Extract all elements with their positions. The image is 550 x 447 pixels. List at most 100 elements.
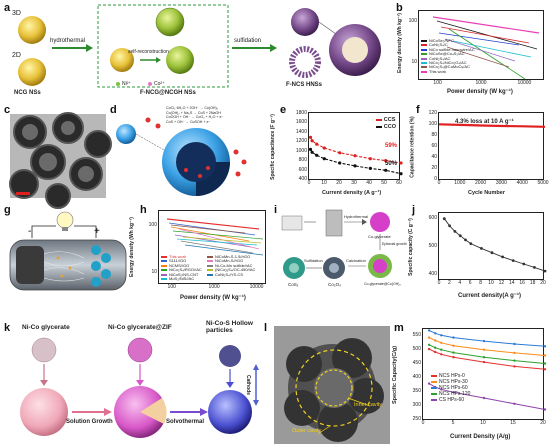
data-point [482,360,486,364]
panel-b-xlabel: Power density (W kg⁻¹) [447,89,513,95]
data-point [434,346,437,349]
x-tick: 8 [479,280,482,286]
data-point [482,356,486,359]
x-tick: 15 [510,420,516,426]
data-point [338,151,342,155]
panel-l-label: l [264,322,268,334]
data-point [469,242,473,245]
panel-e-plot-area: 400 600 800 1000 1200 1400 1600 1800 0 1… [296,110,403,186]
data-point [315,153,319,157]
fncs-hns-shell-top [291,8,319,36]
data-point [513,342,516,346]
legend-item: NCS HPs-120 [431,391,470,397]
y-tick: 10 [151,269,157,276]
legend-item: (NiCo)₃S₄/OC-450//AC [207,268,255,272]
panel-h-plot-area: 10 100 100 1000 10000 This work S111//GO… [149,210,266,290]
y-tick: 80 [431,131,437,138]
panel-h-ylabel: Energy density (Wh kg⁻¹) [128,217,135,277]
hollow-particle-sphere [208,390,252,434]
panel-e: e 400 600 800 1000 1200 1400 1600 1800 0… [270,104,408,200]
data-point [427,336,431,339]
series-line [428,348,546,370]
data-point [480,247,483,250]
data-point [452,336,455,339]
hollow-sphere-diagram [116,117,247,196]
glycerate-sphere [20,388,68,436]
x-tick: 10 [488,280,494,286]
panel-h-legend-right: NiCoMn-S-1.5//rGO NiCoMn-S//rGO Ni-Co-Mn… [207,254,255,277]
data-point [543,354,547,357]
data-point [490,251,494,255]
y-tick: 800 [298,157,307,164]
panel-i-label: i [274,204,278,216]
x-tick: 1000 [454,180,466,186]
y-tick: 450 [412,359,421,366]
data-point [434,350,437,354]
outer-cavity-ring [295,349,373,427]
panel-f-plot-area: 0 20 40 60 80 100 120 0 1000 2000 3000 4… [429,110,549,186]
outer-cavity-label: Outer cavity [292,428,322,434]
x-tick: 100 [167,284,176,290]
equation: CoS + OH⁻ → CoSOH + e⁻ [166,119,211,124]
tem-image-c [9,112,112,209]
tem-image-l [274,326,390,444]
x-tick: 10000 [249,284,264,290]
x-tick: 30 [351,180,357,186]
data-point [310,139,314,143]
x-tick: 0 [307,180,311,186]
legend-item: S111//GO [161,259,202,263]
data-point [543,269,547,273]
hydrothermal-label: hydrothermal [50,38,86,44]
y-tick: 1000 [295,147,307,154]
panel-m-label: m [394,322,404,334]
panel-h-lines [166,218,264,256]
solution-growth-label: Solution Growth [66,419,113,425]
ripening-label: Epitaxial growth [382,242,407,246]
panel-b-label: b [396,2,403,14]
panel-g: g - + [0,204,136,304]
sulfidation-label: Sulfidation [304,258,323,263]
equation: Co(OH)₂ + Na₂S → CoS + 2NaOH [166,110,221,115]
x-tick: 20 [540,420,546,426]
autoclave [325,209,343,237]
data-point [434,332,437,335]
legend-item: NiCoSe₂/NPC [421,38,475,43]
co-glycerate-sphere [370,212,390,232]
panel-e-label: e [280,104,287,116]
panel-j-chart [442,217,547,273]
panel-b-legend: NiCoSe₂/NPC CoNi₂S₄/C NiCo sulfide nanow… [421,38,475,74]
label-3d: 3D [12,10,21,17]
legend-item: NiCoMn-S//rGO [207,259,255,263]
panel-j-ylabel: Specific capacity (C g⁻¹) [407,218,414,276]
x-tick: 1000 [208,284,220,290]
panel-e-legend: CCS CCO [375,117,396,131]
ccs-retention-pct: 59% [384,143,397,149]
data-point [368,157,372,161]
y-tick: 300 [412,401,421,408]
data-point [353,154,357,158]
y-tick: 0 [434,176,437,182]
fncs-hns-ring [289,46,321,78]
data-point [427,382,431,385]
panel-m-xlabel: Current Density (A/g) [450,434,511,440]
panel-a: a 3D 2D hydrot [0,0,390,100]
y-tick: 100 [408,18,417,25]
panel-b-plot-area: 100 10 100 1000 10000 NiCoSe₂/NPC CoNi₂S… [409,10,544,86]
x-tick: 6 [468,280,472,286]
data-point [322,157,326,161]
panel-h-label: h [140,204,147,216]
y-tick: 250 [412,416,421,422]
x-tick: 18 [529,280,536,286]
ni-co-glycerate-zif-title: Ni-Co glycerate@ZIF [108,324,172,331]
data-point [353,164,357,168]
panel-f-chart [438,123,546,128]
device-schematic: - + [9,211,127,291]
panel-e-xlabel: Current density (A g⁻¹) [322,190,382,196]
x-tick: 2 [448,280,451,286]
panel-i: i Hydrothermal Co-glycerate Epitaxial gr… [272,204,407,304]
panel-k: k Ni-Co glycerate Ni-Co glycerate@ZIF Ni… [0,320,262,447]
data-point [543,345,547,348]
data-point [308,135,313,139]
co3o4-label: Co₃O₄ [328,282,341,287]
panel-f-note: 4.3% loss at 10 A g⁻¹ [455,119,514,125]
